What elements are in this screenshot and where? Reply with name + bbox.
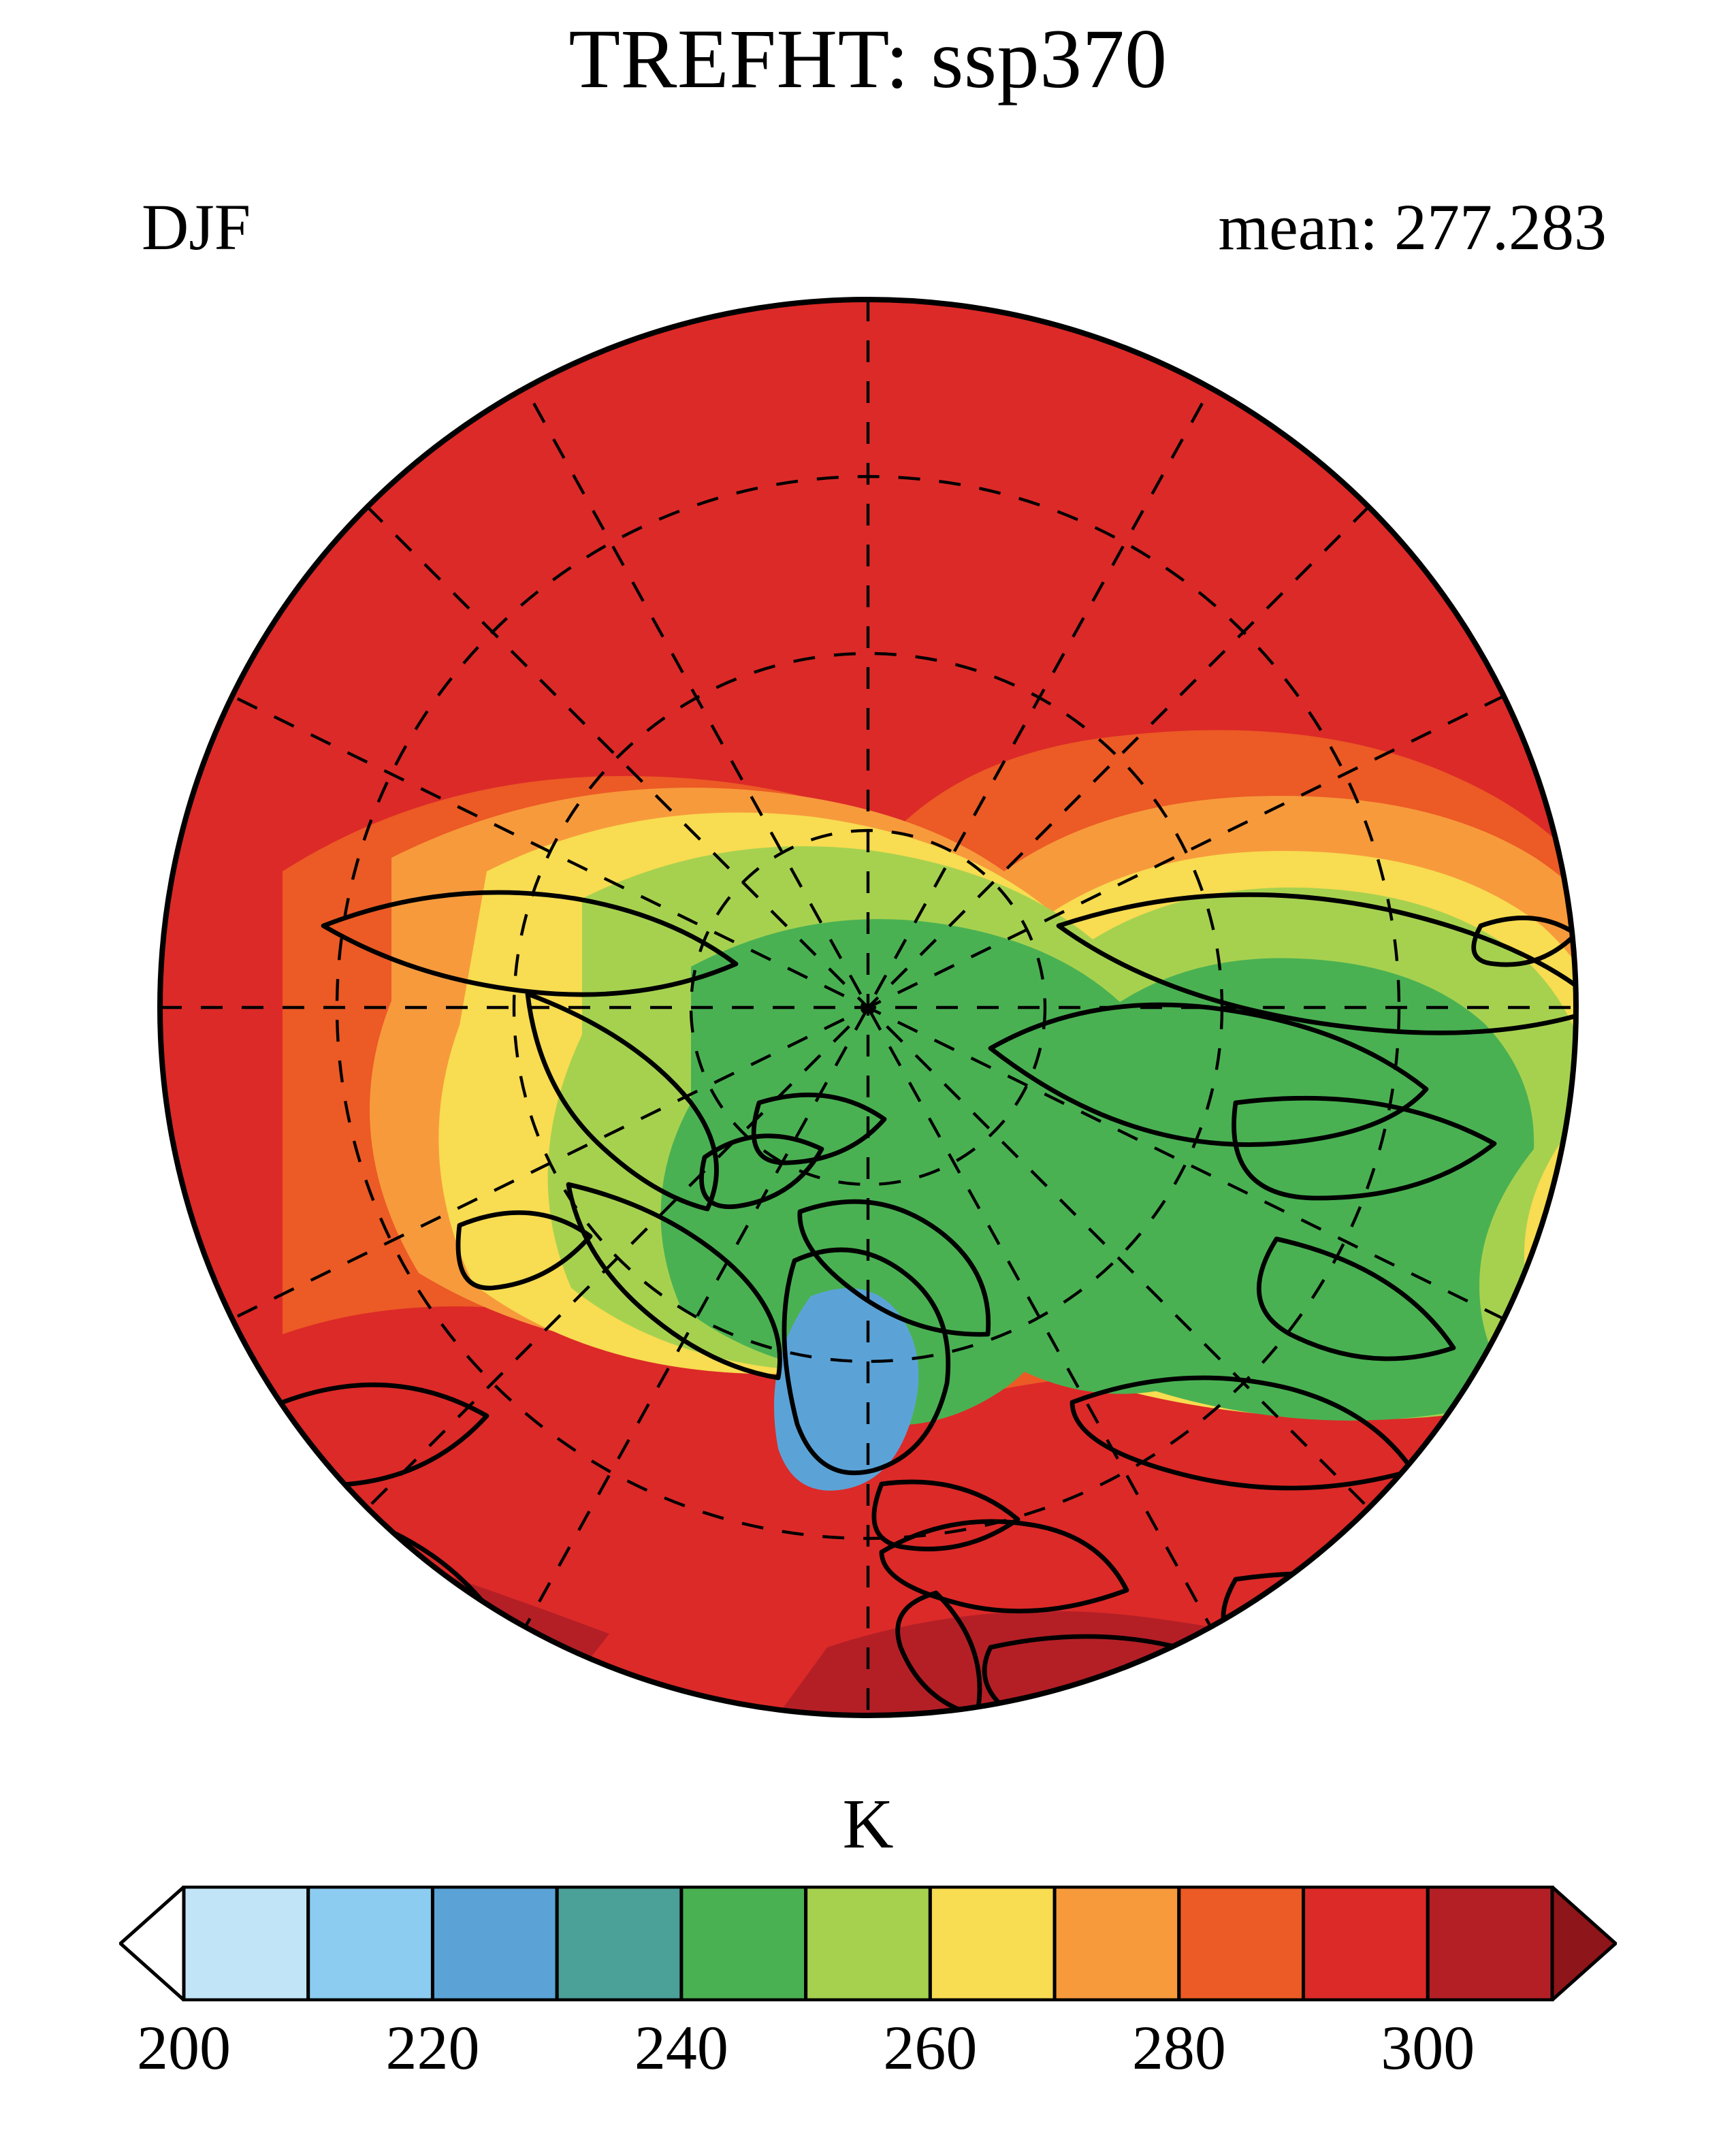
colorbar-swatch: [555, 1886, 684, 2001]
colorbar-swatch: [804, 1886, 932, 2001]
colorbar-cells: [119, 1886, 1617, 2001]
globe-outline: [157, 297, 1579, 1718]
colorbar-tick-label: 220: [385, 2013, 480, 2082]
band-230-240-greenland: [774, 1288, 919, 1491]
colorbar-swatch: [430, 1886, 559, 2001]
colorbar-swatch: [928, 1886, 1057, 2001]
page-title: TREFHT: ssp370: [568, 12, 1168, 106]
colorbar-swatch: [1302, 1886, 1430, 2001]
colorbar-tick-label: 280: [1131, 2013, 1226, 2082]
colorbar-swatch: [679, 1886, 808, 2001]
graticule: [160, 300, 1576, 1715]
colorbar-tick-label: 260: [883, 2013, 978, 2082]
colorbar-extend-high: [1550, 1886, 1617, 2001]
season-label: DJF: [142, 191, 251, 263]
contour-fill-layer: [160, 300, 1576, 1715]
colorbar-unit-label: K: [842, 1785, 894, 1863]
colorbar-tick-label: 200: [137, 2013, 231, 2082]
colorbar-swatch: [1177, 1886, 1306, 2001]
colorbar-ticks: 200 220 240 260 280 300: [119, 2012, 1617, 2100]
colorbar-swatch: [306, 1886, 434, 2001]
colorbar-swatch: [1052, 1886, 1181, 2001]
colorbar[interactable]: [119, 1886, 1617, 2001]
colorbar-extend-low: [119, 1886, 186, 2001]
colorbar-tick-label: 300: [1381, 2013, 1475, 2082]
colorbar-tick-label: 240: [634, 2013, 728, 2082]
polar-map: [119, 286, 1617, 1729]
colorbar-swatch: [182, 1886, 310, 2001]
colorbar-swatch: [1426, 1886, 1554, 2001]
mean-label: mean: 277.283: [1218, 191, 1607, 263]
